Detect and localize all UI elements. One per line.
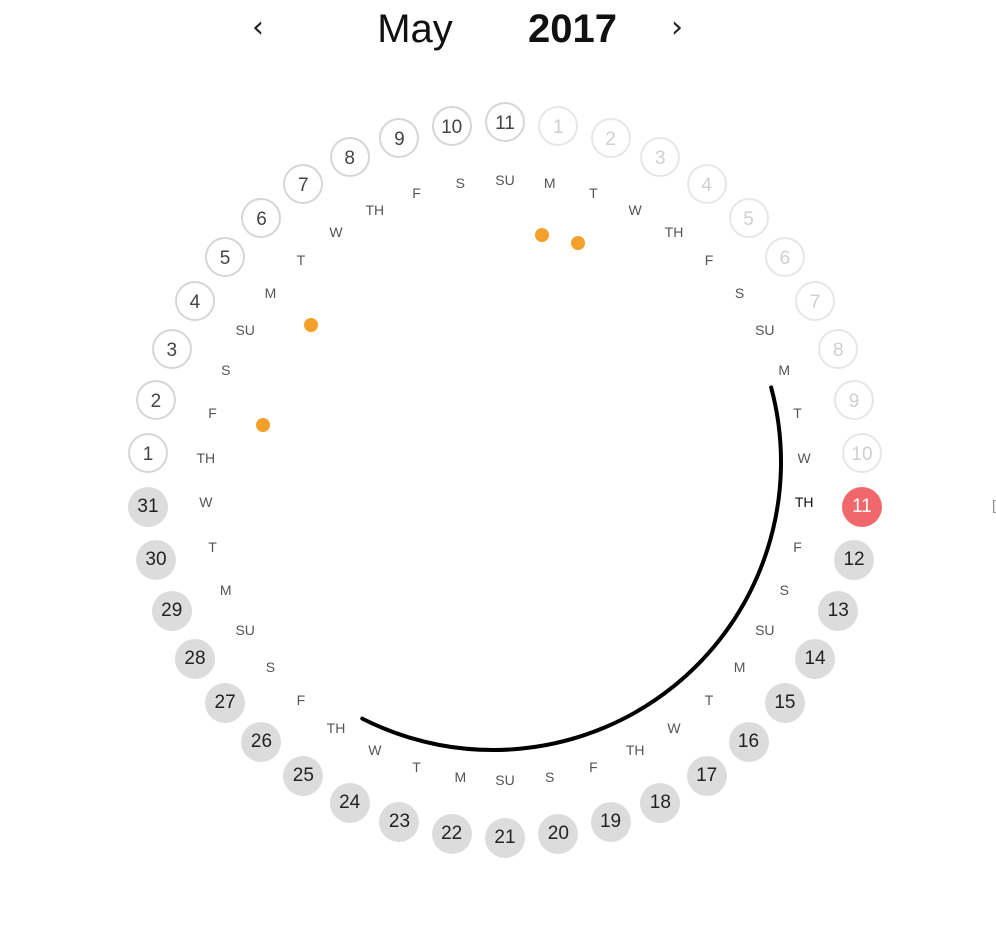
day-cell[interactable]: 2 [590,117,631,158]
progress-arc [360,385,783,752]
year-label: 2017 [528,7,617,51]
weekday-label: T [296,252,306,269]
day-cell[interactable]: 7 [795,281,836,321]
weekday-label: F [412,185,421,202]
today-day-cell[interactable]: 11 [841,486,882,527]
weekday-label: SU [235,622,255,638]
weekday-label: TH [794,494,814,511]
day-cell[interactable]: 3 [151,329,192,370]
day-cell[interactable]: 16 [728,722,769,763]
weekday-label: M [778,362,791,379]
weekday-label: W [329,224,343,241]
day-cell[interactable]: 6 [764,236,805,277]
weekday-label: SU [495,772,515,788]
weekday-label: TH [365,201,385,218]
event-dot [534,227,549,242]
weekday-label: F [589,758,598,775]
weekday-label: S [545,768,555,785]
day-cell[interactable]: 4 [174,281,215,321]
calendar-header: ‹ May 2017 › [0,0,996,60]
day-cell[interactable]: 6 [241,197,282,238]
month-label: May [377,7,453,51]
weekday-label: M [219,581,232,598]
day-cell[interactable]: 22 [431,814,472,854]
day-cell[interactable]: 14 [795,639,836,679]
day-cell[interactable]: 12 [834,539,875,580]
event-dot [571,236,586,251]
weekday-label: TH [625,742,645,759]
weekday-label: F [208,405,217,422]
edge-marker: [ [992,497,996,513]
day-cell[interactable]: 28 [174,639,215,679]
day-cell[interactable]: 19 [590,802,631,843]
weekday-label: SU [235,322,255,338]
weekday-label: W [667,719,681,736]
day-cell[interactable]: 30 [135,539,176,580]
day-cell[interactable]: 18 [640,782,681,823]
day-cell[interactable]: 20 [538,814,579,854]
weekday-label: F [793,538,802,555]
day-cell[interactable]: 23 [379,802,420,843]
day-cell[interactable]: 1 [538,105,579,146]
day-cell[interactable]: 9 [834,380,875,421]
weekday-label: T [208,538,217,555]
weekday-label: S [265,659,276,676]
day-cell[interactable]: 5 [728,197,769,238]
weekday-label: M [733,659,746,676]
weekday-label: SU [755,622,775,638]
day-cell[interactable]: 5 [205,236,246,277]
weekday-label: T [704,691,714,708]
day-cell[interactable]: 25 [283,755,324,796]
weekday-label: W [797,449,811,466]
day-cell[interactable]: 8 [329,137,370,178]
weekday-label: M [264,284,277,301]
day-cell[interactable]: 10 [431,105,472,146]
day-cell[interactable]: 4 [686,164,727,205]
weekday-label: W [199,494,213,511]
weekday-label: S [221,362,231,379]
weekday-label: S [779,581,789,598]
event-dot [256,417,271,432]
weekday-label: W [628,201,642,218]
day-cell[interactable]: 17 [686,755,727,796]
weekday-label: T [793,405,802,422]
day-cell[interactable]: 31 [128,486,168,527]
day-cell[interactable]: 9 [379,117,420,158]
day-cell[interactable]: 7 [283,164,324,205]
weekday-label: S [455,175,465,192]
day-cell[interactable]: 11 [485,102,525,142]
day-cell[interactable]: 26 [241,722,282,763]
day-cell[interactable]: 15 [764,683,805,724]
day-cell[interactable]: 10 [841,433,882,474]
day-cell[interactable]: 13 [818,590,859,631]
weekday-label: TH [196,449,216,466]
day-cell[interactable]: 2 [135,380,176,421]
weekday-label: F [704,252,714,269]
weekday-label: T [589,185,598,202]
weekday-label: W [368,742,382,759]
day-cell[interactable]: 29 [151,590,192,631]
weekday-label: TH [326,719,346,736]
weekday-label: M [454,768,467,785]
weekday-label: TH [664,224,684,241]
weekday-label: M [543,175,556,192]
day-cell[interactable]: 8 [818,329,859,370]
weekday-label: F [296,691,306,708]
chevron-right-icon[interactable]: › [671,10,683,45]
day-cell[interactable]: 1 [128,433,168,474]
weekday-label: SU [755,322,775,338]
event-dot [304,318,319,333]
day-cell[interactable]: 27 [205,683,246,724]
weekday-label: SU [495,172,515,188]
day-cell[interactable]: 3 [640,137,681,178]
weekday-label: S [734,284,745,301]
weekday-label: T [412,758,421,775]
day-cell[interactable]: 21 [485,818,525,858]
day-cell[interactable]: 24 [329,782,370,823]
chevron-left-icon[interactable]: ‹ [252,10,264,45]
